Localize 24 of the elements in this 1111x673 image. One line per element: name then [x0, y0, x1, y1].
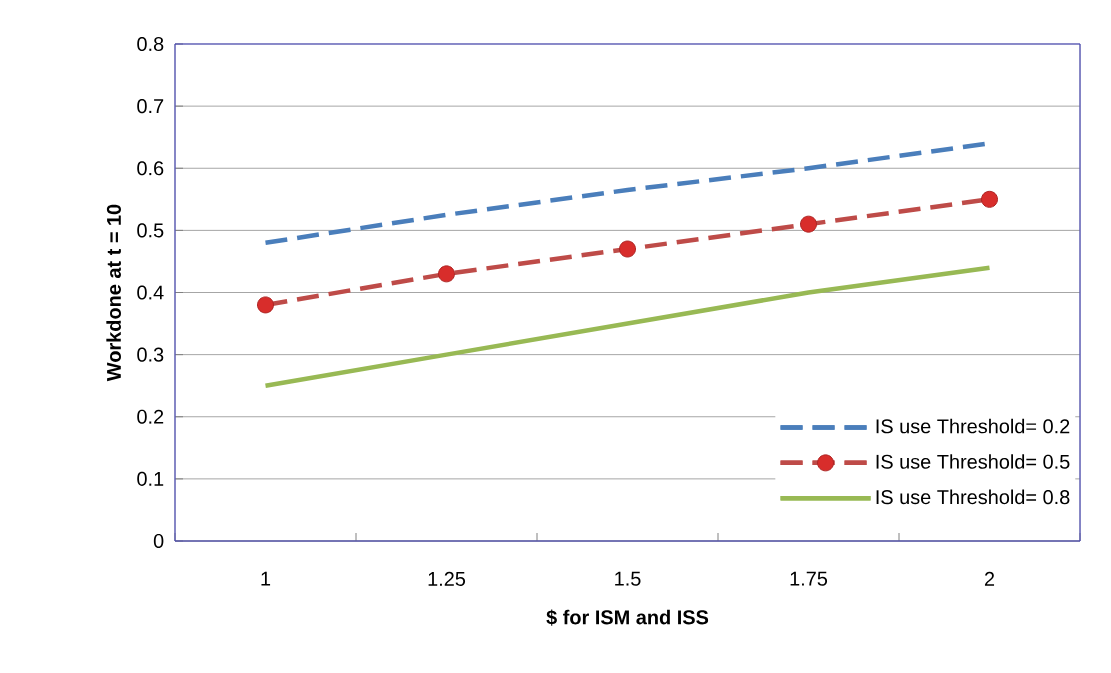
x-tick-label: 2	[984, 571, 995, 586]
x-axis-title: $ for ISM and ISS	[546, 609, 709, 626]
y-tick-label: 0.5	[137, 223, 164, 238]
y-tick-label: 0.1	[137, 471, 164, 486]
y-tick-label: 0.6	[137, 161, 164, 176]
y-tick-label: 0.4	[137, 285, 164, 300]
y-axis-title: Workdone at t = 10	[106, 204, 121, 382]
point	[257, 296, 274, 314]
legend-label: IS use Threshold= 0.5	[876, 454, 1070, 469]
x-tick-label: 1.5	[615, 571, 641, 586]
x-tick-label: 1.25	[428, 571, 466, 586]
y-tick-label: 0	[153, 533, 164, 549]
y-tick-label: 0.2	[137, 409, 164, 424]
y-tick-label: 0.7	[137, 99, 164, 114]
legend-label: IS use Threshold= 0.8	[876, 489, 1070, 505]
point	[438, 265, 455, 283]
y-tick-label: 0.3	[137, 347, 164, 362]
legend-label: IS use Threshold= 0.2	[876, 418, 1070, 434]
x-tick-label: 1.75	[790, 571, 828, 586]
point	[981, 190, 998, 208]
point	[619, 240, 636, 258]
x-tick-label: 1	[261, 571, 271, 586]
y-tick-label: 0.8	[137, 36, 164, 52]
point	[800, 215, 817, 233]
